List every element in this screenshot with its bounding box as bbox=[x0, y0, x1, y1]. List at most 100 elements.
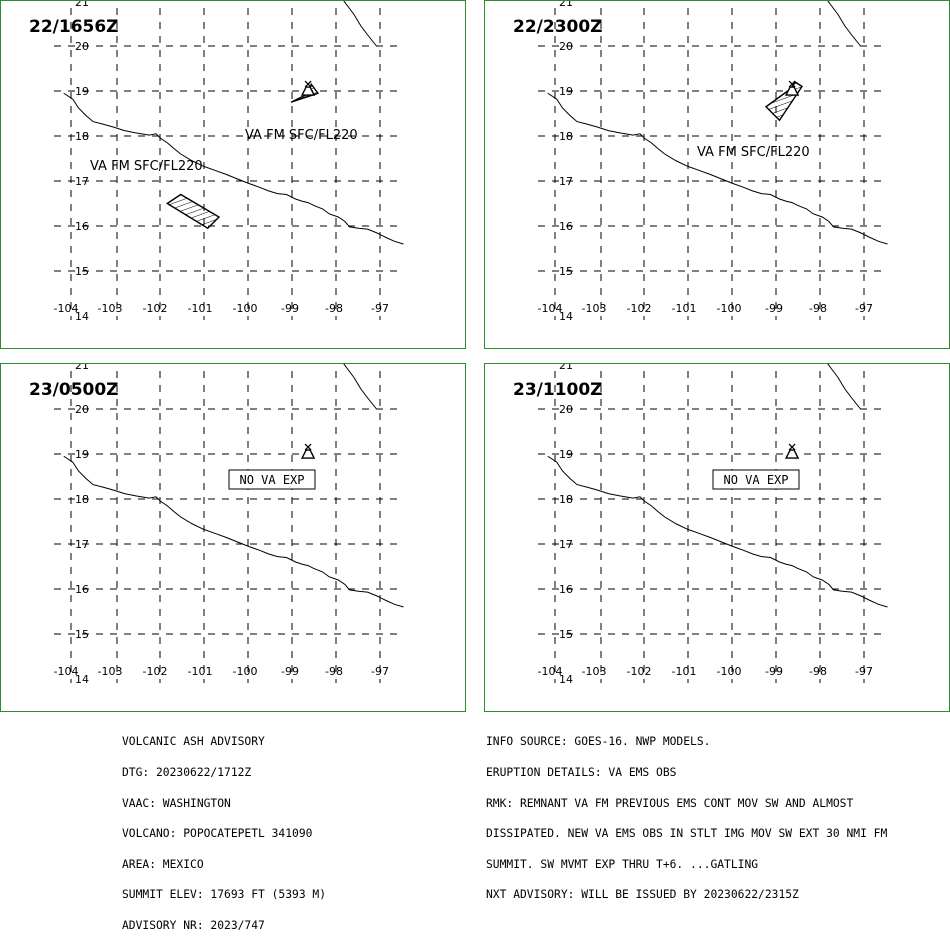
lon-tick-label: -103 bbox=[582, 665, 607, 678]
advisory-line: VOLCANIC ASH ADVISORY bbox=[122, 735, 265, 749]
lat-tick-label: 17 bbox=[559, 538, 573, 551]
lat-tick-label: 19 bbox=[559, 448, 573, 461]
volcano-icon bbox=[300, 443, 316, 459]
lon-tick-label: -104 bbox=[538, 665, 563, 678]
svg-text:NO VA EXP: NO VA EXP bbox=[239, 473, 304, 487]
lon-tick-label: -97 bbox=[855, 665, 873, 678]
map-canvas: 14 15 16 17 18 19 20 21 -104 -103 -102 -101 -100 -99 -… bbox=[54, 364, 404, 686]
lat-tick-label: 18 bbox=[559, 493, 573, 506]
ash-cloud-polygon bbox=[165, 193, 221, 230]
lon-tick-label: -101 bbox=[188, 302, 213, 315]
lat-tick-label: 16 bbox=[559, 583, 573, 596]
advisory-line: NXT ADVISORY: WILL BE ISSUED BY 20230622… bbox=[486, 888, 799, 902]
no-va-expected-box: NO VA EXP bbox=[228, 469, 316, 490]
lon-tick-label: -100 bbox=[717, 665, 742, 678]
no-va-expected-box: NO VA EXP bbox=[712, 469, 800, 490]
va-layer-label: VA FM SFC/FL220 bbox=[697, 145, 810, 160]
panel-time-label: 22/2300Z bbox=[513, 17, 603, 37]
lat-tick-label: 18 bbox=[75, 130, 89, 143]
volcano-icon bbox=[300, 80, 316, 96]
lat-tick-label: 15 bbox=[75, 265, 89, 278]
lat-tick-label: 15 bbox=[559, 265, 573, 278]
lat-tick-label: 14 bbox=[75, 310, 89, 323]
lon-tick-label: -102 bbox=[143, 302, 168, 315]
lat-tick-label: 21 bbox=[559, 1, 573, 9]
lon-tick-label: -97 bbox=[855, 302, 873, 315]
advisory-line: INFO SOURCE: GOES-16. NWP MODELS. bbox=[486, 735, 711, 749]
ash-cloud-polygon bbox=[764, 81, 803, 122]
lat-tick-label: 15 bbox=[75, 628, 89, 641]
lat-tick-label: 14 bbox=[75, 673, 89, 686]
lat-tick-label: 14 bbox=[559, 310, 573, 323]
lon-tick-label: -102 bbox=[627, 665, 652, 678]
lat-tick-label: 16 bbox=[75, 220, 89, 233]
lat-tick-label: 19 bbox=[75, 85, 89, 98]
lat-tick-label: 17 bbox=[75, 538, 89, 551]
advisory-text-left: VOLCANIC ASH ADVISORY DTG: 20230622/1712… bbox=[122, 717, 326, 941]
lon-tick-label: -99 bbox=[281, 665, 299, 678]
svg-text:NO VA EXP: NO VA EXP bbox=[723, 473, 788, 487]
forecast-panel-t18: 14 15 16 17 18 19 20 21 -104 -103 -102 -101 -100 -99 -… bbox=[484, 363, 950, 712]
advisory-line: DISSIPATED. NEW VA EMS OBS IN STLT IMG M… bbox=[486, 827, 888, 841]
va-layer-label: VA FM SFC/FL220 bbox=[90, 159, 203, 174]
lon-tick-label: -99 bbox=[281, 302, 299, 315]
panel-time-label: 22/1656Z bbox=[29, 17, 119, 37]
lat-tick-label: 19 bbox=[75, 448, 89, 461]
lon-tick-label: -98 bbox=[325, 302, 343, 315]
lat-tick-label: 17 bbox=[559, 175, 573, 188]
lon-tick-label: -98 bbox=[809, 665, 827, 678]
lon-tick-label: -100 bbox=[233, 302, 258, 315]
advisory-line: DTG: 20230622/1712Z bbox=[122, 766, 252, 779]
lon-tick-label: -97 bbox=[371, 302, 389, 315]
lat-tick-label: 15 bbox=[559, 628, 573, 641]
forecast-panel-t0: 14 15 16 17 18 19 20 21 -104 -103 -102 -101 -100 -99 -… bbox=[0, 0, 466, 349]
lat-tick-label: 21 bbox=[559, 364, 573, 372]
lon-tick-label: -97 bbox=[371, 665, 389, 678]
lat-tick-label: 21 bbox=[75, 364, 89, 372]
map-canvas: 14 15 16 17 18 19 20 21 -104 -103 -102 -101 -100 -99 -… bbox=[538, 364, 888, 686]
gulf-coastline bbox=[827, 364, 861, 410]
lat-tick-label: 18 bbox=[559, 130, 573, 143]
lon-tick-label: -101 bbox=[188, 665, 213, 678]
lat-tick-label: 19 bbox=[559, 85, 573, 98]
panel-time-label: 23/0500Z bbox=[29, 380, 119, 400]
gulf-coastline bbox=[343, 364, 377, 410]
lat-tick-label: 20 bbox=[559, 403, 573, 416]
map-canvas: 14 15 16 17 18 19 20 21 -104 -103 -102 -101 -100 -99 -… bbox=[538, 1, 888, 323]
lat-tick-label: 20 bbox=[75, 40, 89, 53]
forecast-panel-t12: 14 15 16 17 18 19 20 21 -104 -103 -102 -101 -100 -99 -… bbox=[0, 363, 466, 712]
advisory-line: RMK: REMNANT VA FM PREVIOUS EMS CONT MOV… bbox=[486, 796, 854, 810]
advisory-line: AREA: MEXICO bbox=[122, 857, 204, 871]
lon-tick-label: -100 bbox=[233, 665, 258, 678]
lon-tick-label: -104 bbox=[54, 665, 79, 678]
advisory-text-right: INFO SOURCE: GOES-16. NWP MODELS. ERUPTI… bbox=[486, 717, 887, 911]
lat-lon-grid bbox=[538, 371, 888, 683]
lat-tick-label: 16 bbox=[559, 220, 573, 233]
lat-tick-label: 18 bbox=[75, 493, 89, 506]
panel-time-label: 23/1100Z bbox=[513, 380, 603, 400]
lon-tick-label: -98 bbox=[809, 302, 827, 315]
lon-tick-label: -103 bbox=[98, 302, 123, 315]
volcano-icon bbox=[784, 80, 800, 96]
advisory-line: VAAC: WASHINGTON bbox=[122, 796, 231, 810]
lat-tick-label: 21 bbox=[75, 1, 89, 9]
lon-tick-label: -100 bbox=[717, 302, 742, 315]
volcano-icon bbox=[784, 443, 800, 459]
lat-tick-label: 20 bbox=[559, 40, 573, 53]
gulf-coastline bbox=[343, 1, 377, 47]
va-layer-label: VA FM SFC/FL220 bbox=[245, 128, 358, 143]
lon-tick-label: -99 bbox=[765, 302, 783, 315]
advisory-line: ADVISORY NR: 2023/747 bbox=[122, 918, 265, 932]
lat-tick-label: 16 bbox=[75, 583, 89, 596]
lon-tick-label: -102 bbox=[143, 665, 168, 678]
lon-tick-label: -104 bbox=[54, 302, 79, 315]
lon-tick-label: -103 bbox=[98, 665, 123, 678]
lon-tick-label: -103 bbox=[582, 302, 607, 315]
lat-tick-label: 17 bbox=[75, 175, 89, 188]
advisory-line: VOLCANO: POPOCATEPETL 341090 bbox=[122, 827, 313, 841]
lon-tick-label: -101 bbox=[672, 302, 697, 315]
lat-lon-grid bbox=[54, 8, 404, 320]
lon-tick-label: -99 bbox=[765, 665, 783, 678]
pacific-coastline bbox=[547, 455, 888, 608]
advisory-line: SUMMIT. SW MVMT EXP THRU T+6. ...GATLING bbox=[486, 857, 759, 871]
